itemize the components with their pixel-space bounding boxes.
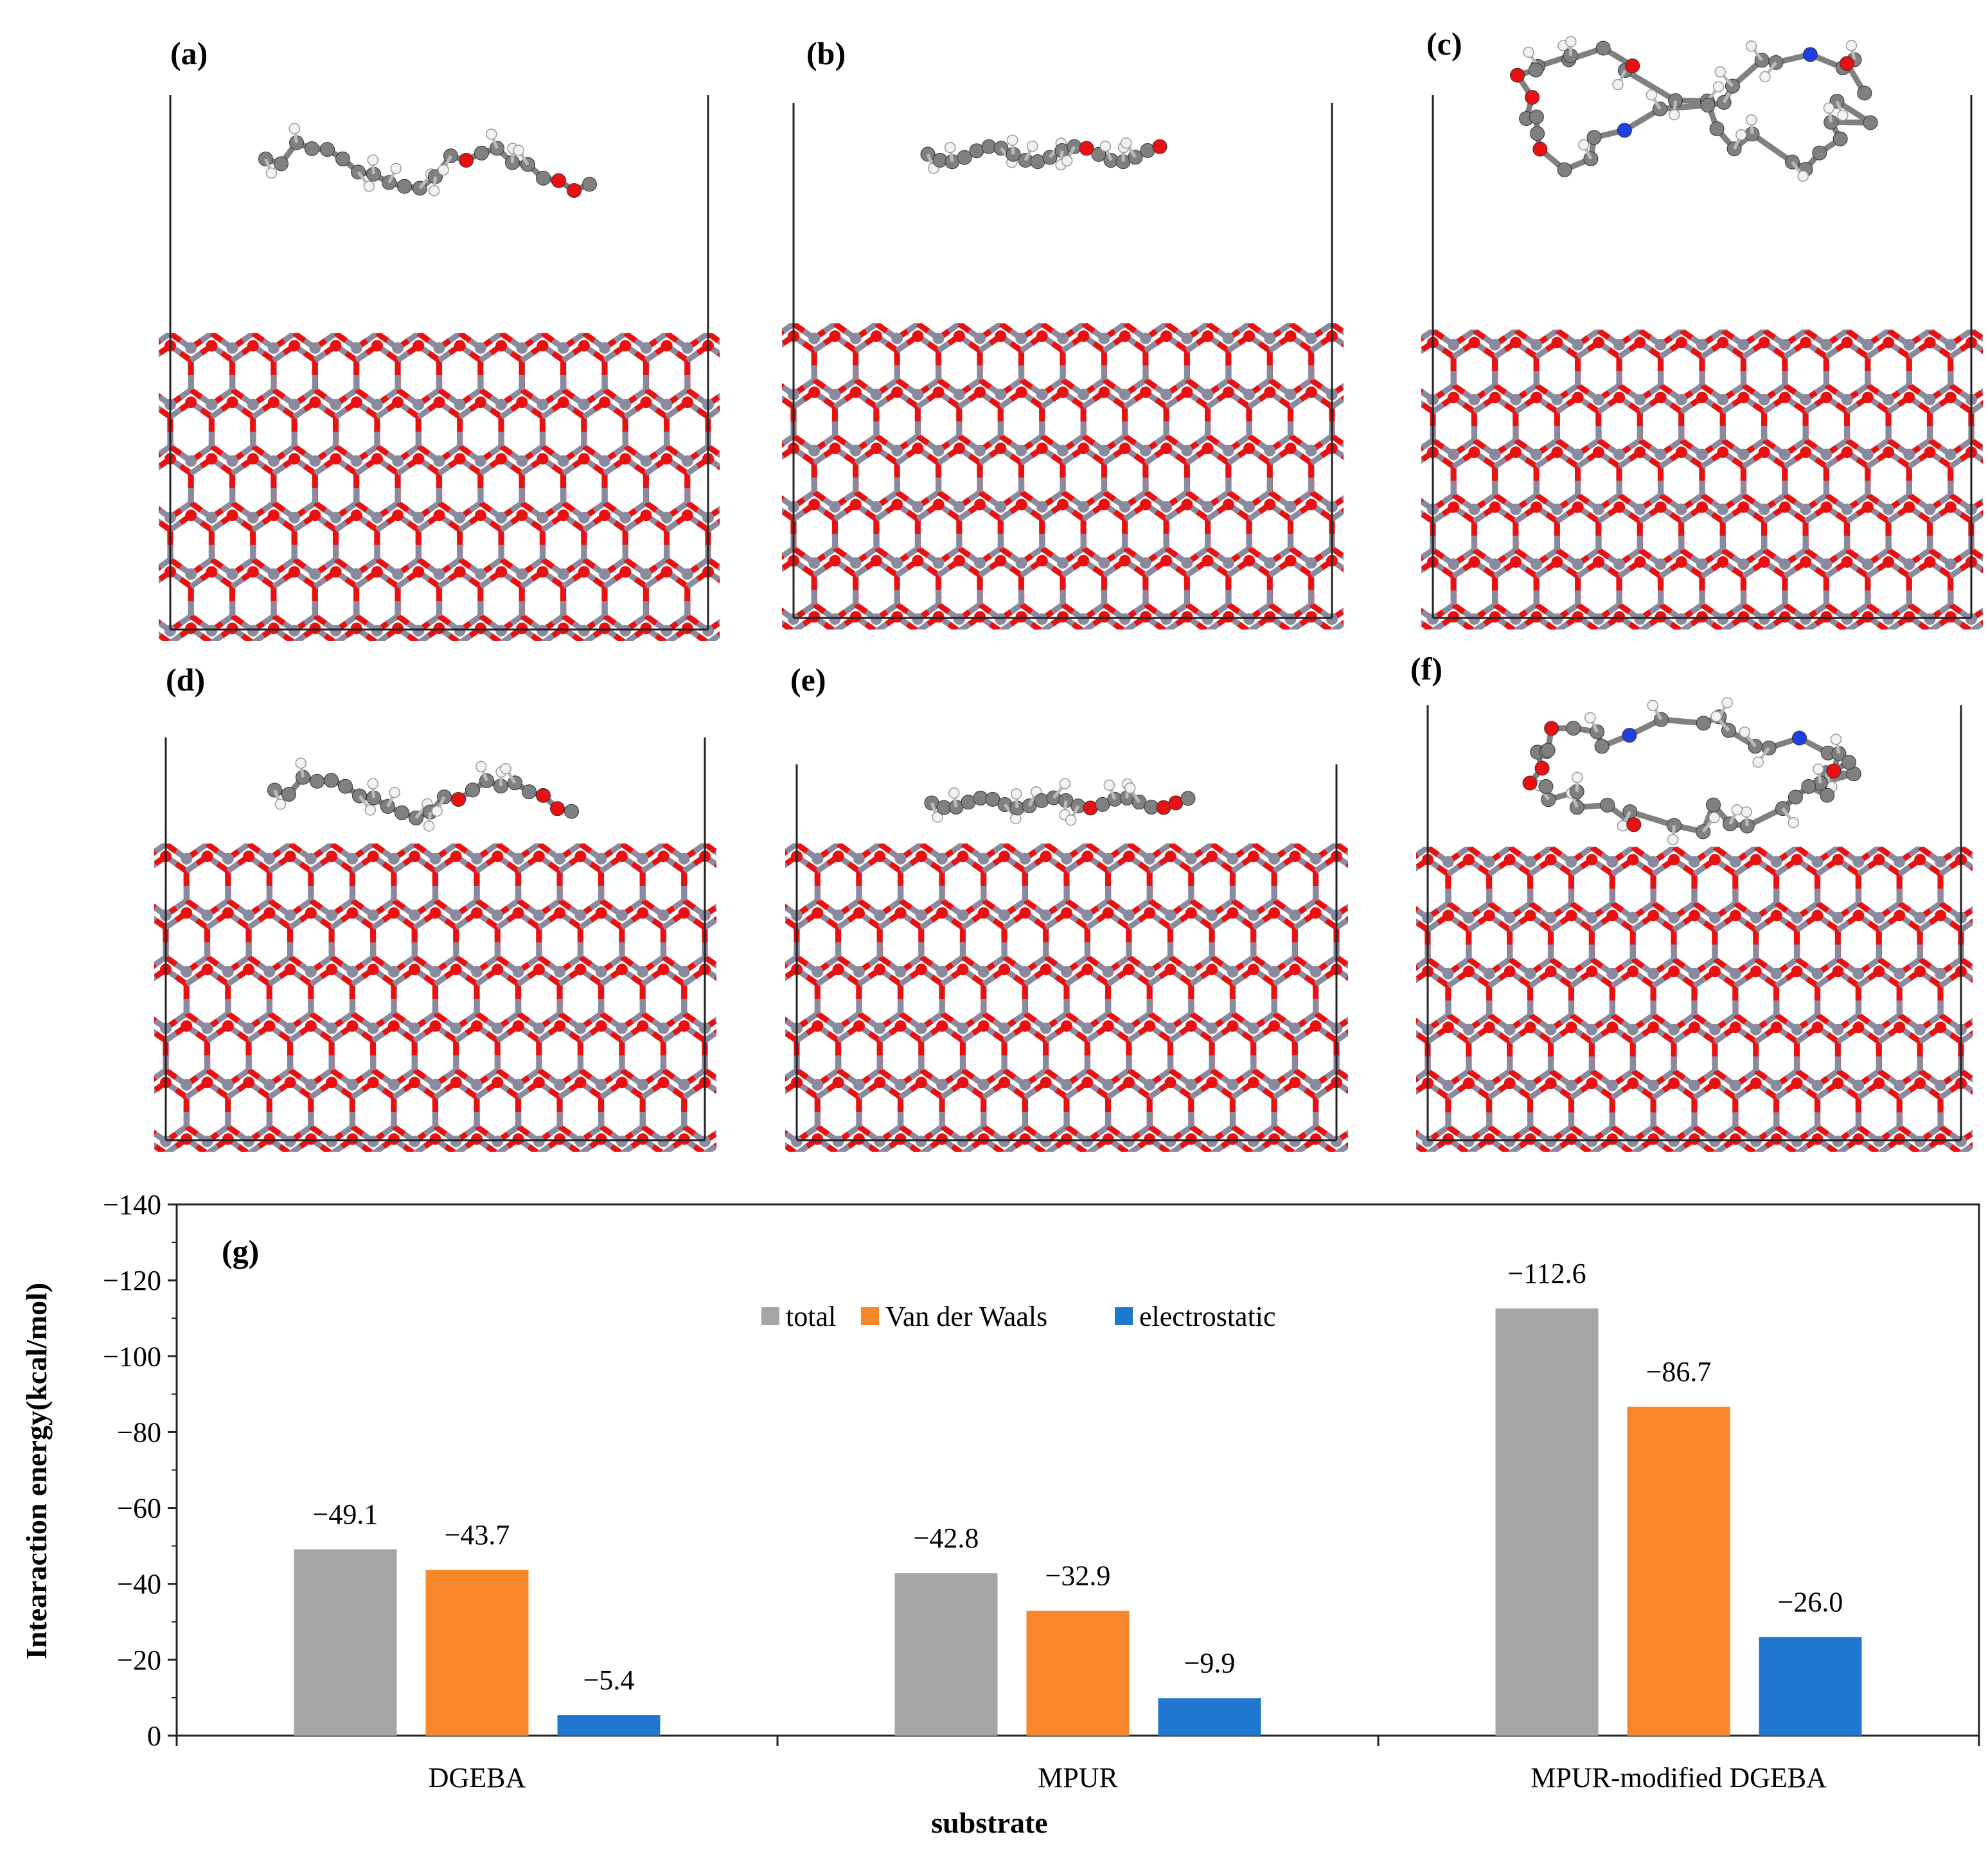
simulation-panels: (a) (b) (c) (d) (e) (f) bbox=[154, 26, 1983, 1152]
lattice-oxygen-atoms bbox=[160, 850, 711, 1145]
y-tick-label: 0 bbox=[147, 1720, 161, 1752]
molecule-atoms bbox=[267, 757, 579, 832]
y-tick-label: −20 bbox=[117, 1644, 161, 1676]
surface-lattice bbox=[785, 843, 1348, 1152]
lattice-metal-atoms bbox=[160, 852, 711, 1147]
y-axis: 0 −20 −40 −60 −80 −100 −120 −140 bbox=[103, 1189, 177, 1752]
panel-label: (c) bbox=[1426, 26, 1462, 62]
series-electrostatic: −5.4 −9.9 −26.0 bbox=[557, 1586, 1862, 1736]
lattice-metal-atoms bbox=[791, 852, 1342, 1147]
panel-label: (b) bbox=[806, 35, 846, 71]
molecule-combo-c bbox=[1510, 35, 1878, 182]
series-total: −49.1 −42.8 −112.6 bbox=[294, 1258, 1599, 1736]
molecule-atoms bbox=[924, 778, 1196, 826]
bar-value-label: −9.9 bbox=[1184, 1648, 1236, 1679]
bar-value-label: −43.7 bbox=[445, 1519, 510, 1551]
y-tick-label: −40 bbox=[117, 1569, 161, 1600]
panel-e: (e) bbox=[785, 662, 1348, 1152]
panel-label: (f) bbox=[1410, 651, 1442, 687]
bar bbox=[425, 1569, 529, 1736]
lattice-metal-atoms bbox=[788, 332, 1338, 625]
x-category-label: DGEBA bbox=[429, 1762, 526, 1793]
bar bbox=[1158, 1698, 1261, 1736]
bar-value-label: −42.8 bbox=[914, 1522, 979, 1554]
panel-b: (b) bbox=[782, 35, 1344, 630]
molecule-mpur-e bbox=[924, 778, 1196, 826]
molecule-dgeba-a bbox=[258, 123, 597, 198]
molecule-atoms bbox=[258, 123, 597, 198]
bar-value-label: −86.7 bbox=[1646, 1356, 1712, 1388]
bar bbox=[1026, 1610, 1130, 1736]
surface-lattice bbox=[1416, 847, 1973, 1152]
y-axis-title: Intearaction energy(kcal/mol) bbox=[20, 1283, 53, 1659]
molecule-combo-f bbox=[1522, 697, 1861, 845]
panel-a: (a) bbox=[159, 35, 720, 641]
legend-label: total bbox=[786, 1301, 836, 1332]
series-van-der-waals: −43.7 −32.9 −86.7 bbox=[425, 1356, 1730, 1736]
legend-swatch bbox=[761, 1307, 779, 1325]
y-tick-label: −120 bbox=[103, 1265, 161, 1296]
bars: −49.1−42.8−112.6−43.7−32.9−86.7−5.4−9.9−… bbox=[294, 1258, 1862, 1736]
lattice-oxygen-atoms bbox=[1427, 337, 1977, 623]
lattice-bonds bbox=[159, 333, 720, 641]
legend-swatch bbox=[1115, 1307, 1133, 1325]
bar bbox=[1759, 1637, 1862, 1736]
panel-d: (d) bbox=[154, 662, 716, 1152]
x-axis-title: substrate bbox=[931, 1806, 1047, 1839]
bar-value-label: −26.0 bbox=[1778, 1586, 1843, 1617]
bar bbox=[1627, 1406, 1730, 1736]
y-tick-label: −140 bbox=[103, 1189, 161, 1220]
surface-lattice bbox=[159, 333, 720, 641]
panel-label: (g) bbox=[222, 1233, 259, 1269]
bar-value-label: −32.9 bbox=[1045, 1560, 1111, 1592]
bar bbox=[294, 1549, 397, 1736]
legend-swatch bbox=[861, 1307, 879, 1325]
surface-lattice bbox=[154, 843, 716, 1152]
panel-label: (e) bbox=[790, 662, 826, 698]
bar-value-label: −5.4 bbox=[583, 1664, 635, 1696]
x-axis: DGEBA MPUR MPUR-modified DGEBA bbox=[175, 1736, 1980, 1793]
lattice-oxygen-atoms bbox=[791, 850, 1342, 1145]
lattice-metal-atoms bbox=[1427, 339, 1977, 625]
bar bbox=[1495, 1308, 1599, 1736]
bar bbox=[894, 1573, 998, 1736]
bar-value-label: −49.1 bbox=[313, 1499, 378, 1530]
panel-f: (f) bbox=[1410, 651, 1973, 1152]
panel-c: (c) bbox=[1421, 26, 1983, 630]
lattice-oxygen-atoms bbox=[788, 330, 1338, 623]
bar bbox=[557, 1715, 661, 1736]
molecule-atoms bbox=[1510, 35, 1878, 182]
surface-lattice bbox=[782, 323, 1344, 630]
lattice-metal-atoms bbox=[164, 342, 714, 637]
legend: total Van der Waals electrostatic bbox=[761, 1301, 1276, 1332]
surface-lattice bbox=[1421, 330, 1983, 630]
bar-chart: 0 −20 −40 −60 −80 −100 −120 −140 DGEBA MPUR MPUR-m… bbox=[20, 1189, 1980, 1839]
lattice-oxygen-atoms bbox=[164, 340, 714, 635]
legend-label: electrostatic bbox=[1139, 1301, 1276, 1332]
legend-label: Van der Waals bbox=[885, 1301, 1047, 1332]
panel-label: (a) bbox=[170, 35, 208, 71]
panel-label: (d) bbox=[166, 662, 205, 698]
y-tick-label: −100 bbox=[103, 1341, 161, 1372]
lattice-oxygen-atoms bbox=[1422, 854, 1967, 1145]
molecule-dgeba-d bbox=[267, 757, 579, 832]
molecule-atoms bbox=[1522, 697, 1861, 845]
molecule-mpur-b bbox=[920, 134, 1167, 174]
y-tick-label: −80 bbox=[117, 1416, 161, 1448]
bar-value-label: −112.6 bbox=[1507, 1258, 1586, 1289]
y-tick-label: −60 bbox=[117, 1493, 161, 1524]
x-category-label: MPUR-modified DGEBA bbox=[1531, 1762, 1827, 1793]
molecule-atoms bbox=[920, 134, 1167, 174]
x-category-label: MPUR bbox=[1038, 1762, 1118, 1793]
